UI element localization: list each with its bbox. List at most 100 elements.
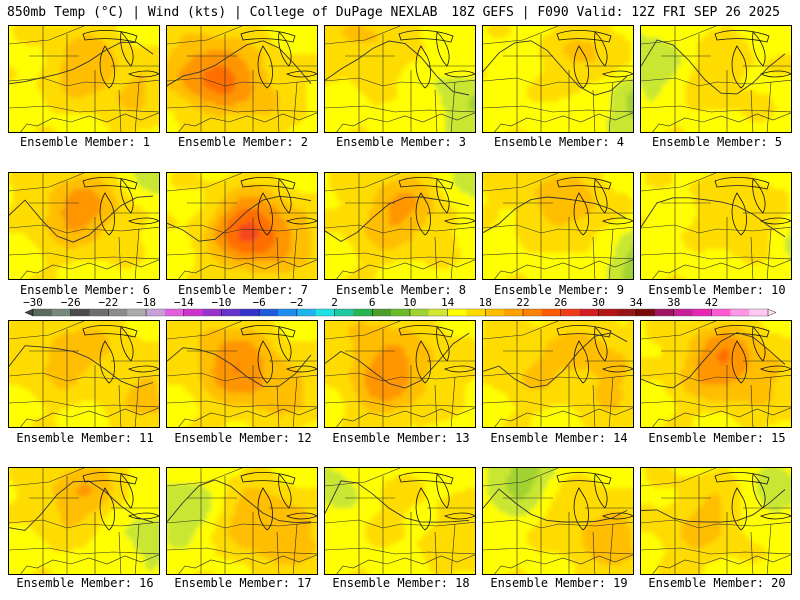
ensemble-member-label: Ensemble Member: 18 <box>322 576 480 590</box>
colorbar-swatch <box>579 309 599 316</box>
colorbar-tick-label: 34 <box>629 296 643 309</box>
basemap-boundaries <box>9 173 159 279</box>
height-contour <box>9 345 154 388</box>
temperature-field <box>9 173 159 279</box>
height-contour <box>641 197 786 238</box>
temperature-field <box>325 321 475 427</box>
height-contour <box>9 480 154 531</box>
colorbar-tick-label: 30 <box>592 296 605 309</box>
colorbar-tick-label: 14 <box>441 296 455 309</box>
temperature-field <box>325 26 475 132</box>
temperature-field <box>9 321 159 427</box>
ensemble-member-3-map <box>324 25 476 133</box>
ensemble-member-4-map <box>482 25 634 133</box>
colorbar-swatch <box>70 309 90 316</box>
colorbar-swatch <box>278 309 298 316</box>
colorbar-swatch <box>315 309 335 316</box>
height-contour <box>641 489 786 523</box>
colorbar-swatch <box>598 309 618 316</box>
colorbar-swatch <box>353 309 373 316</box>
height-contour <box>325 196 470 243</box>
height-contour <box>483 196 628 234</box>
colorbar-swatch <box>560 309 580 316</box>
basemap-boundaries <box>325 468 475 574</box>
colorbar-swatch <box>51 309 71 316</box>
colorbar-tick-label: −6 <box>253 296 266 309</box>
colorbar-swatch <box>428 309 448 316</box>
temperature-field <box>9 468 159 574</box>
chart-title-right: 18Z GEFS | F090 Valid: 12Z FRI SEP 26 20… <box>451 5 780 20</box>
temperature-colorbar: −30 −26 −22 −18 −14 −10 −6 −2 2 6 10 14 18 22 26 30 34 38… <box>23 296 777 317</box>
colorbar-swatch <box>504 309 524 316</box>
colorbar-swatch <box>409 309 430 316</box>
colorbar-swatch <box>334 309 354 316</box>
basemap-boundaries <box>9 26 159 132</box>
temperature-field <box>167 468 317 574</box>
basemap-boundaries <box>483 468 633 574</box>
ensemble-member-19-map <box>482 467 634 575</box>
ensemble-member-11-map <box>8 320 160 428</box>
height-contour <box>167 347 312 387</box>
colorbar-swatch <box>221 309 241 316</box>
ensemble-member-label: Ensemble Member: 19 <box>480 576 638 590</box>
basemap-boundaries <box>325 26 475 132</box>
colorbar-swatch <box>183 309 203 316</box>
ensemble-member-1-map <box>8 25 160 133</box>
colorbar-min-arrow <box>24 308 34 317</box>
colorbar-tick-label: −18 <box>136 296 156 309</box>
temperature-field <box>483 26 633 132</box>
ensemble-member-label: Ensemble Member: 6 <box>6 283 164 297</box>
ensemble-member-label: Ensemble Member: 17 <box>164 576 322 590</box>
ensemble-member-label: Ensemble Member: 2 <box>164 135 322 149</box>
ensemble-member-label: Ensemble Member: 11 <box>6 431 164 445</box>
ensemble-member-10-map <box>640 172 792 280</box>
colorbar-tick-label: 38 <box>667 296 680 309</box>
ensemble-member-label: Ensemble Member: 10 <box>638 283 796 297</box>
basemap-boundaries <box>641 26 791 132</box>
ensemble-member-18-map <box>324 467 476 575</box>
colorbar-tick-label: 18 <box>479 296 492 309</box>
colorbar-tick-label: −30 <box>23 296 43 309</box>
ensemble-member-label: Ensemble Member: 1 <box>6 135 164 149</box>
colorbar-swatch <box>259 309 279 316</box>
temperature-field <box>641 468 791 574</box>
colorbar-tick-label: 2 <box>331 296 338 309</box>
height-contour <box>325 332 470 389</box>
colorbar-tick-label: 6 <box>369 296 376 309</box>
colorbar-swatch <box>617 309 637 316</box>
ensemble-member-label: Ensemble Member: 4 <box>480 135 638 149</box>
colorbar-swatch <box>466 309 486 316</box>
height-contour <box>483 332 628 389</box>
temperature-field <box>167 173 317 279</box>
temperature-field <box>325 173 475 279</box>
basemap-boundaries <box>641 173 791 279</box>
basemap-boundaries <box>483 321 633 427</box>
colorbar-swatch <box>89 309 109 316</box>
ensemble-member-17-map <box>166 467 318 575</box>
ensemble-member-label: Ensemble Member: 20 <box>638 576 796 590</box>
colorbar-swatch <box>749 309 769 316</box>
colorbar-tick-label: −14 <box>174 296 194 309</box>
basemap-boundaries <box>641 321 791 427</box>
colorbar-swatch <box>636 309 656 316</box>
colorbar-swatch <box>164 309 185 316</box>
height-contour <box>483 488 628 523</box>
height-contour <box>641 332 786 389</box>
ensemble-member-20-map <box>640 467 792 575</box>
temperature-field <box>483 468 633 574</box>
colorbar-swatch <box>447 309 467 316</box>
height-contour <box>167 40 312 87</box>
height-contour <box>641 39 786 95</box>
ensemble-member-label: Ensemble Member: 5 <box>638 135 796 149</box>
basemap-boundaries <box>483 26 633 132</box>
ensemble-member-16-map <box>8 467 160 575</box>
ensemble-member-2-map <box>166 25 318 133</box>
ensemble-member-label: Ensemble Member: 9 <box>480 283 638 297</box>
temperature-field <box>641 173 791 279</box>
colorbar-swatch <box>33 309 53 316</box>
basemap-boundaries <box>167 26 317 132</box>
colorbar-swatch <box>692 309 712 316</box>
ensemble-member-7-map <box>166 172 318 280</box>
ensemble-member-8-map <box>324 172 476 280</box>
basemap-boundaries <box>325 321 475 427</box>
